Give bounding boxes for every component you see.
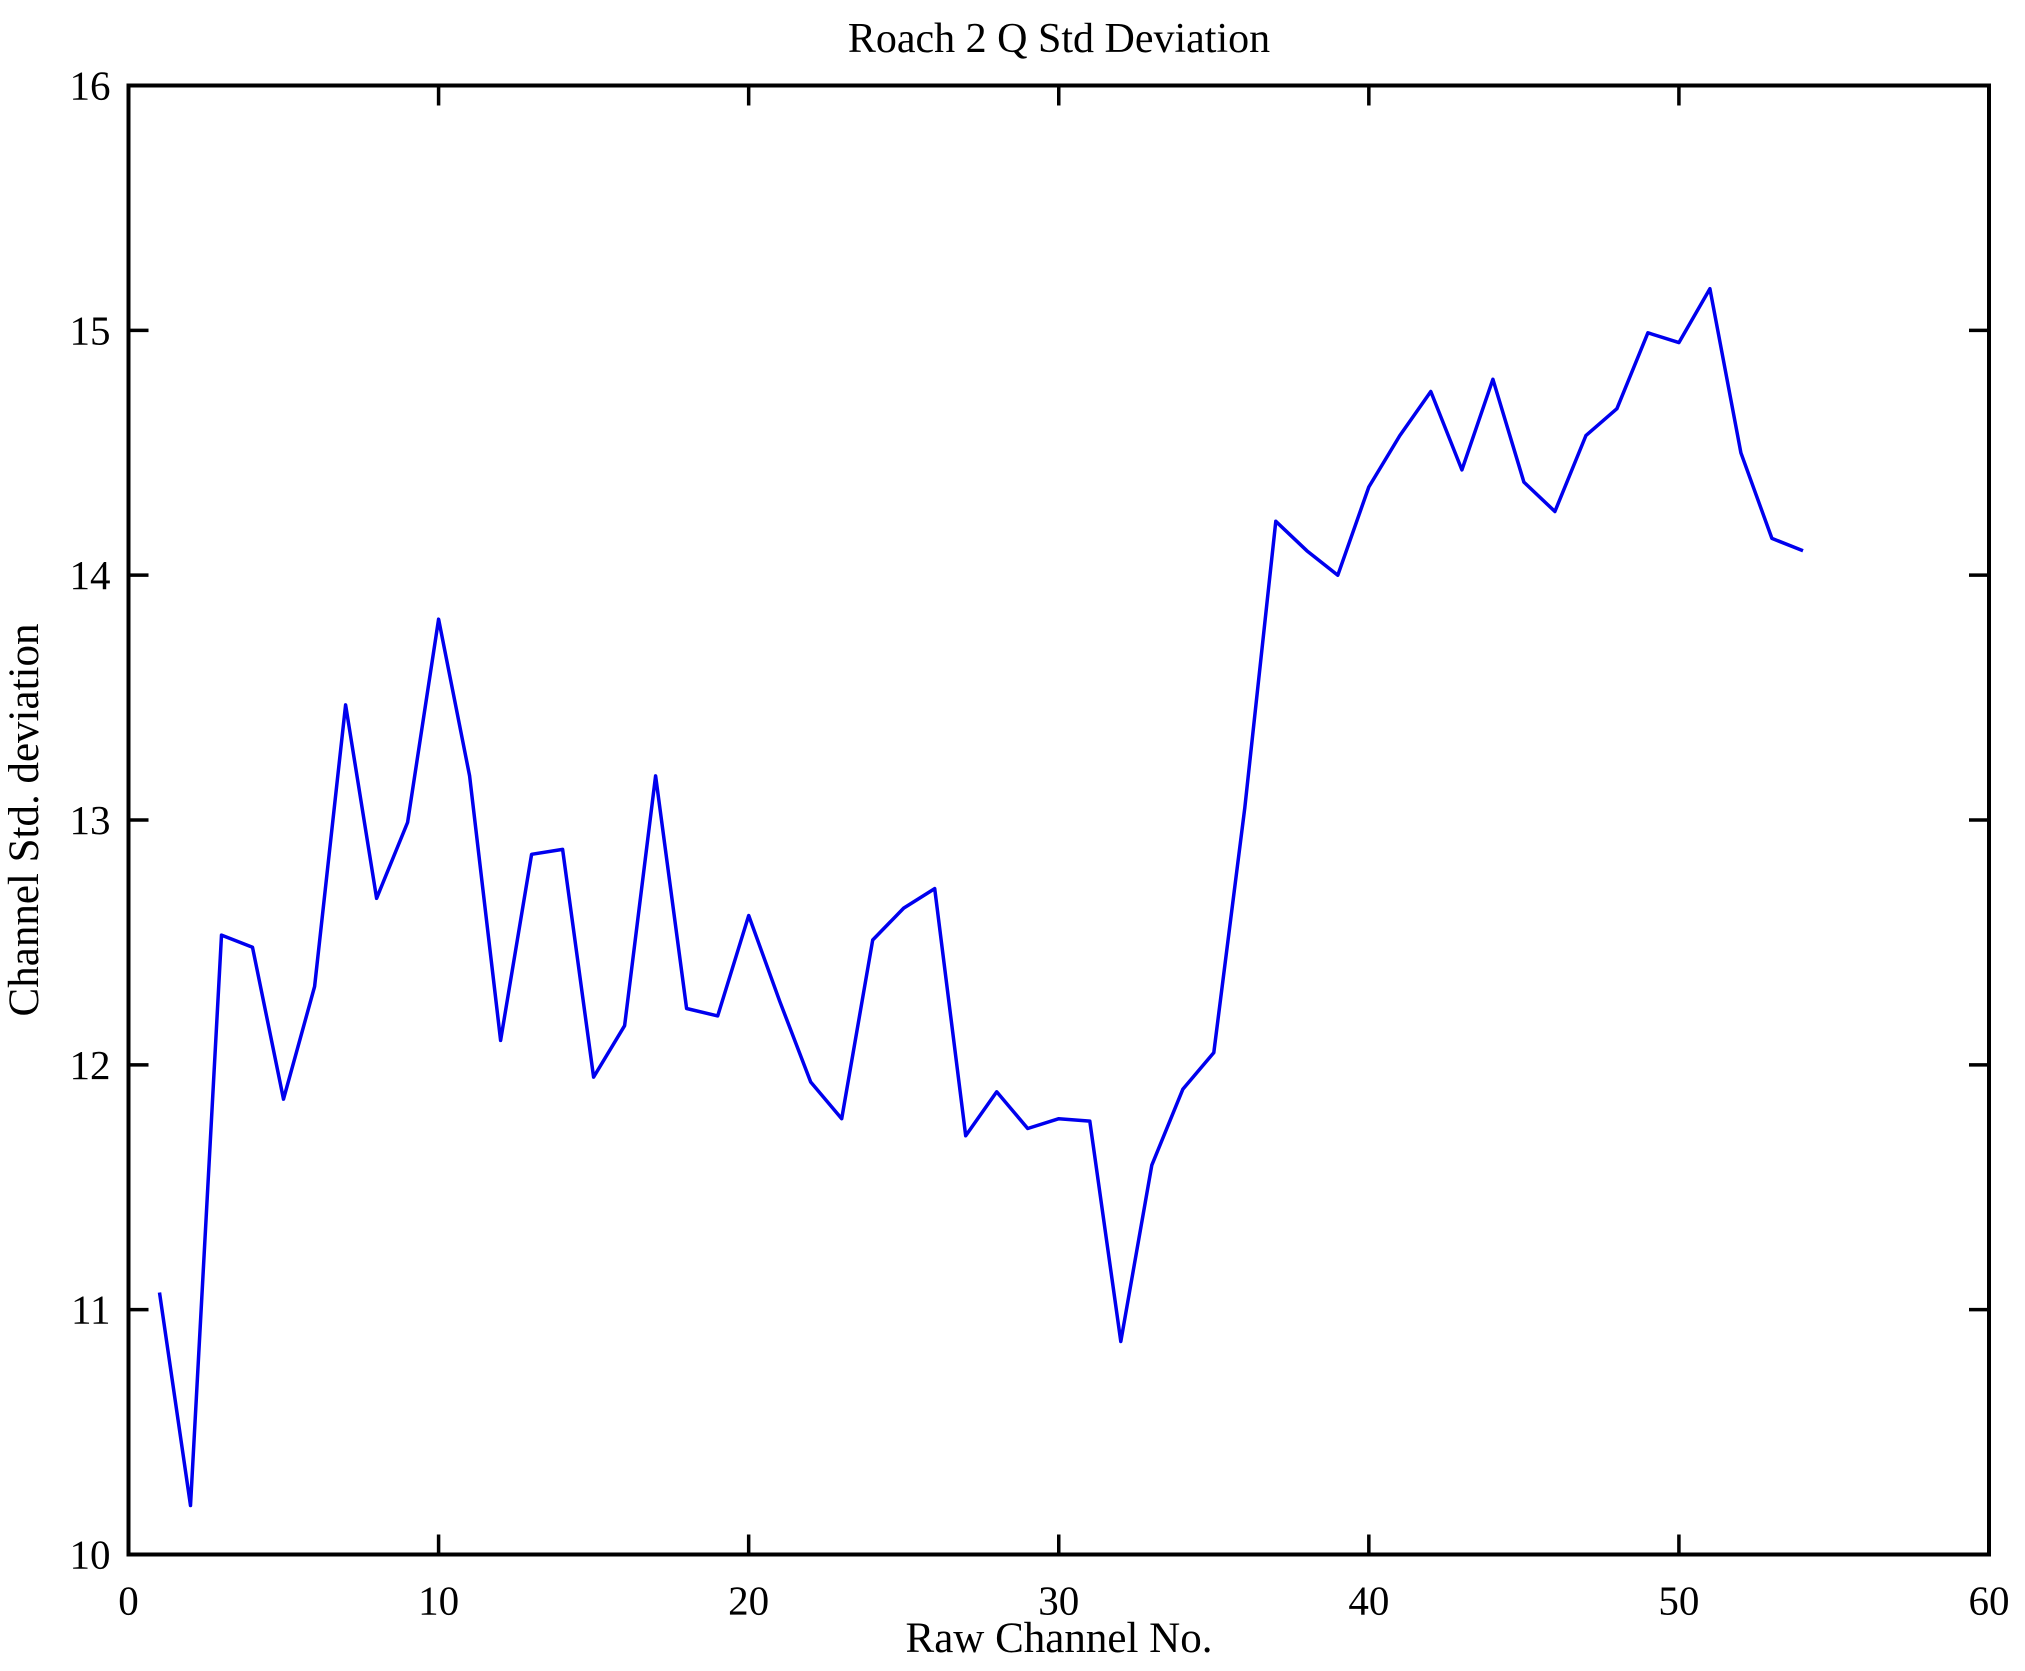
x-tick-label: 40 xyxy=(1348,1578,1389,1624)
data-line-channel-std-deviation xyxy=(157,286,1804,1508)
y-axis-label: Channel Std. deviation xyxy=(1,624,48,1017)
x-tick-label: 30 xyxy=(1038,1578,1079,1624)
x-tick-label: 0 xyxy=(118,1578,139,1624)
x-tick-label: 20 xyxy=(728,1578,769,1624)
y-tick-label: 13 xyxy=(70,797,111,843)
y-tick-label: 11 xyxy=(71,1287,110,1333)
x-axis-label: Raw Channel No. xyxy=(906,1615,1213,1662)
y-tick-label: 15 xyxy=(70,307,111,353)
data-series-layer xyxy=(157,286,1804,1508)
x-tick-label: 60 xyxy=(1969,1578,2010,1624)
y-tick-label: 10 xyxy=(70,1532,111,1578)
x-tick-label: 10 xyxy=(418,1578,459,1624)
y-tick-label: 14 xyxy=(70,552,111,598)
tick-layer xyxy=(126,83,1991,1557)
y-tick-label: 16 xyxy=(70,63,111,109)
chart-title: Roach 2 Q Std Deviation xyxy=(848,16,1270,62)
x-tick-label: 50 xyxy=(1658,1578,1699,1624)
y-tick-label: 12 xyxy=(70,1042,111,1088)
